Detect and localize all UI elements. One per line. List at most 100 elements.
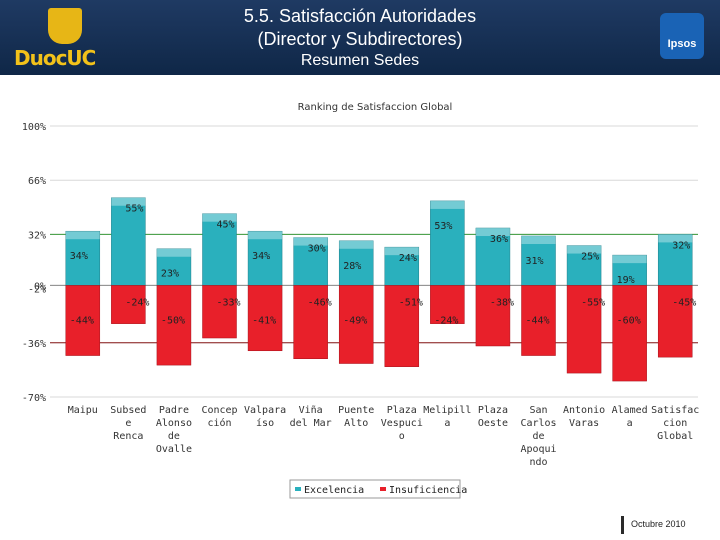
- data-label-insuficiencia: -24%: [125, 297, 149, 308]
- category-label: a: [444, 418, 450, 429]
- bar-excelencia-highlight: [521, 235, 556, 244]
- footer-divider: [621, 516, 624, 534]
- category-label: Subsed: [110, 405, 146, 416]
- data-label-excelencia: 34%: [252, 251, 270, 262]
- bar-excelencia: [293, 237, 328, 286]
- data-label-insuficiencia: -60%: [617, 315, 641, 326]
- data-label-insuficiencia: -44%: [526, 315, 550, 326]
- bar-excelencia-highlight: [202, 213, 237, 222]
- category-label: cion: [663, 418, 687, 429]
- slide-section-title: Resumen Sedes: [300, 52, 420, 69]
- data-label-insuficiencia: -33%: [217, 297, 241, 308]
- category-label: Viña: [299, 405, 323, 416]
- data-label-excelencia: 28%: [343, 261, 361, 272]
- legend-label-insuficiencia: Insuficiencia: [389, 485, 467, 496]
- duoc-uc-logo: DuocUC: [12, 8, 96, 70]
- bar-insuficiencia: [384, 285, 420, 367]
- category-label: Carlos: [520, 418, 556, 429]
- data-label-excelencia: 25%: [581, 252, 599, 263]
- data-label-excelencia: 30%: [308, 244, 326, 255]
- slide-subtitle: (Director y Subdirectores): [257, 29, 463, 49]
- category-label: e: [125, 418, 131, 429]
- category-label: Plaza: [478, 405, 508, 416]
- data-label-insuficiencia: -46%: [308, 297, 332, 308]
- category-label: Valpara: [244, 405, 286, 416]
- bar-excelencia: [65, 230, 101, 286]
- category-label: ción: [207, 417, 231, 429]
- data-label-insuficiencia: -50%: [161, 315, 185, 326]
- data-label-excelencia: 31%: [526, 256, 544, 267]
- data-label-insuficiencia: -24%: [434, 315, 458, 326]
- bar-insuficiencia: [612, 285, 647, 382]
- slide-title: 5.5. Satisfacción Autoridades: [243, 6, 477, 26]
- bar-excelencia: [384, 246, 420, 286]
- category-label: a: [627, 418, 633, 429]
- bar-excelencia-highlight: [156, 248, 191, 257]
- legend-box: [289, 479, 461, 499]
- bar-excelencia: [657, 234, 693, 286]
- category-label: Plaza: [387, 405, 417, 416]
- data-label-excelencia: 24%: [399, 253, 417, 264]
- y-tick-label: -36%: [22, 339, 46, 350]
- bar-excelencia: [338, 240, 374, 286]
- y-tick-label: 100%: [22, 122, 46, 133]
- bar-excelencia: [612, 254, 647, 286]
- bar-insuficiencia: [566, 285, 602, 374]
- bar-excelencia-highlight: [475, 228, 510, 237]
- category-label: Satisfac: [651, 405, 699, 416]
- bar-excelencia-highlight: [248, 231, 283, 240]
- data-label-excelencia: 53%: [434, 221, 452, 232]
- category-label: Concep: [201, 405, 237, 416]
- category-label: Melipill: [423, 405, 471, 416]
- data-label-insuficiencia: -38%: [490, 297, 514, 308]
- category-label: Varas: [569, 418, 599, 429]
- bar-excelencia: [566, 245, 602, 286]
- category-label: Ovalle: [156, 444, 192, 455]
- data-label-excelencia: 45%: [217, 220, 235, 231]
- bar-insuficiencia: [521, 285, 556, 356]
- category-label: Puente: [338, 405, 374, 416]
- bar-insuficiencia: [338, 285, 374, 364]
- bar-excelencia-highlight: [65, 231, 100, 240]
- bar-excelencia: [430, 200, 465, 286]
- category-label: ndo: [529, 457, 547, 468]
- bar-excelencia: [521, 235, 556, 286]
- bar-insuficiencia: [65, 285, 101, 356]
- bar-excelencia-highlight: [612, 255, 647, 264]
- bar-excelencia-highlight: [293, 237, 328, 246]
- y-tick-label: -70%: [22, 393, 46, 404]
- footer-date: Octubre 2010: [631, 519, 686, 529]
- category-label: San: [529, 405, 547, 416]
- data-label-excelencia: 23%: [161, 269, 179, 280]
- bar-insuficiencia: [156, 285, 192, 366]
- category-label: o: [399, 431, 405, 442]
- bar-excelencia-highlight: [111, 197, 146, 206]
- category-label: Global: [657, 431, 693, 442]
- category-label: Alto: [344, 418, 368, 429]
- y-tick-label: -2%: [28, 285, 46, 296]
- category-label: Antonio: [563, 405, 605, 416]
- category-label: íso: [256, 417, 274, 429]
- bar-insuficiencia: [657, 285, 693, 358]
- shield-icon: [48, 8, 82, 44]
- data-label-insuficiencia: -51%: [399, 297, 423, 308]
- bar-excelencia-highlight: [567, 245, 602, 254]
- category-label: del Mar: [290, 418, 332, 429]
- bar-excelencia-highlight: [339, 240, 374, 249]
- category-label: Maipu: [68, 405, 98, 416]
- bar-insuficiencia: [111, 285, 146, 324]
- category-label: de: [168, 431, 180, 442]
- legend-swatch-excelencia: [295, 487, 301, 491]
- bar-excelencia-highlight: [384, 247, 419, 256]
- bar-excelencia: [156, 248, 192, 286]
- data-label-excelencia: 32%: [672, 240, 690, 251]
- bar-insuficiencia: [293, 285, 328, 359]
- satisfaction-ranking-chart: Ranking de Satisfaccion Global 100% 66% 32%…: [22, 102, 699, 499]
- duoc-uc-logo-text: DuocUC: [14, 46, 96, 70]
- bar-insuficiencia: [202, 285, 237, 339]
- bar-excelencia-highlight: [658, 234, 693, 243]
- data-label-excelencia: 36%: [490, 234, 508, 245]
- bar-insuficiencia: [430, 285, 465, 324]
- bar-excelencia: [202, 213, 237, 286]
- category-label: Padre: [159, 405, 189, 416]
